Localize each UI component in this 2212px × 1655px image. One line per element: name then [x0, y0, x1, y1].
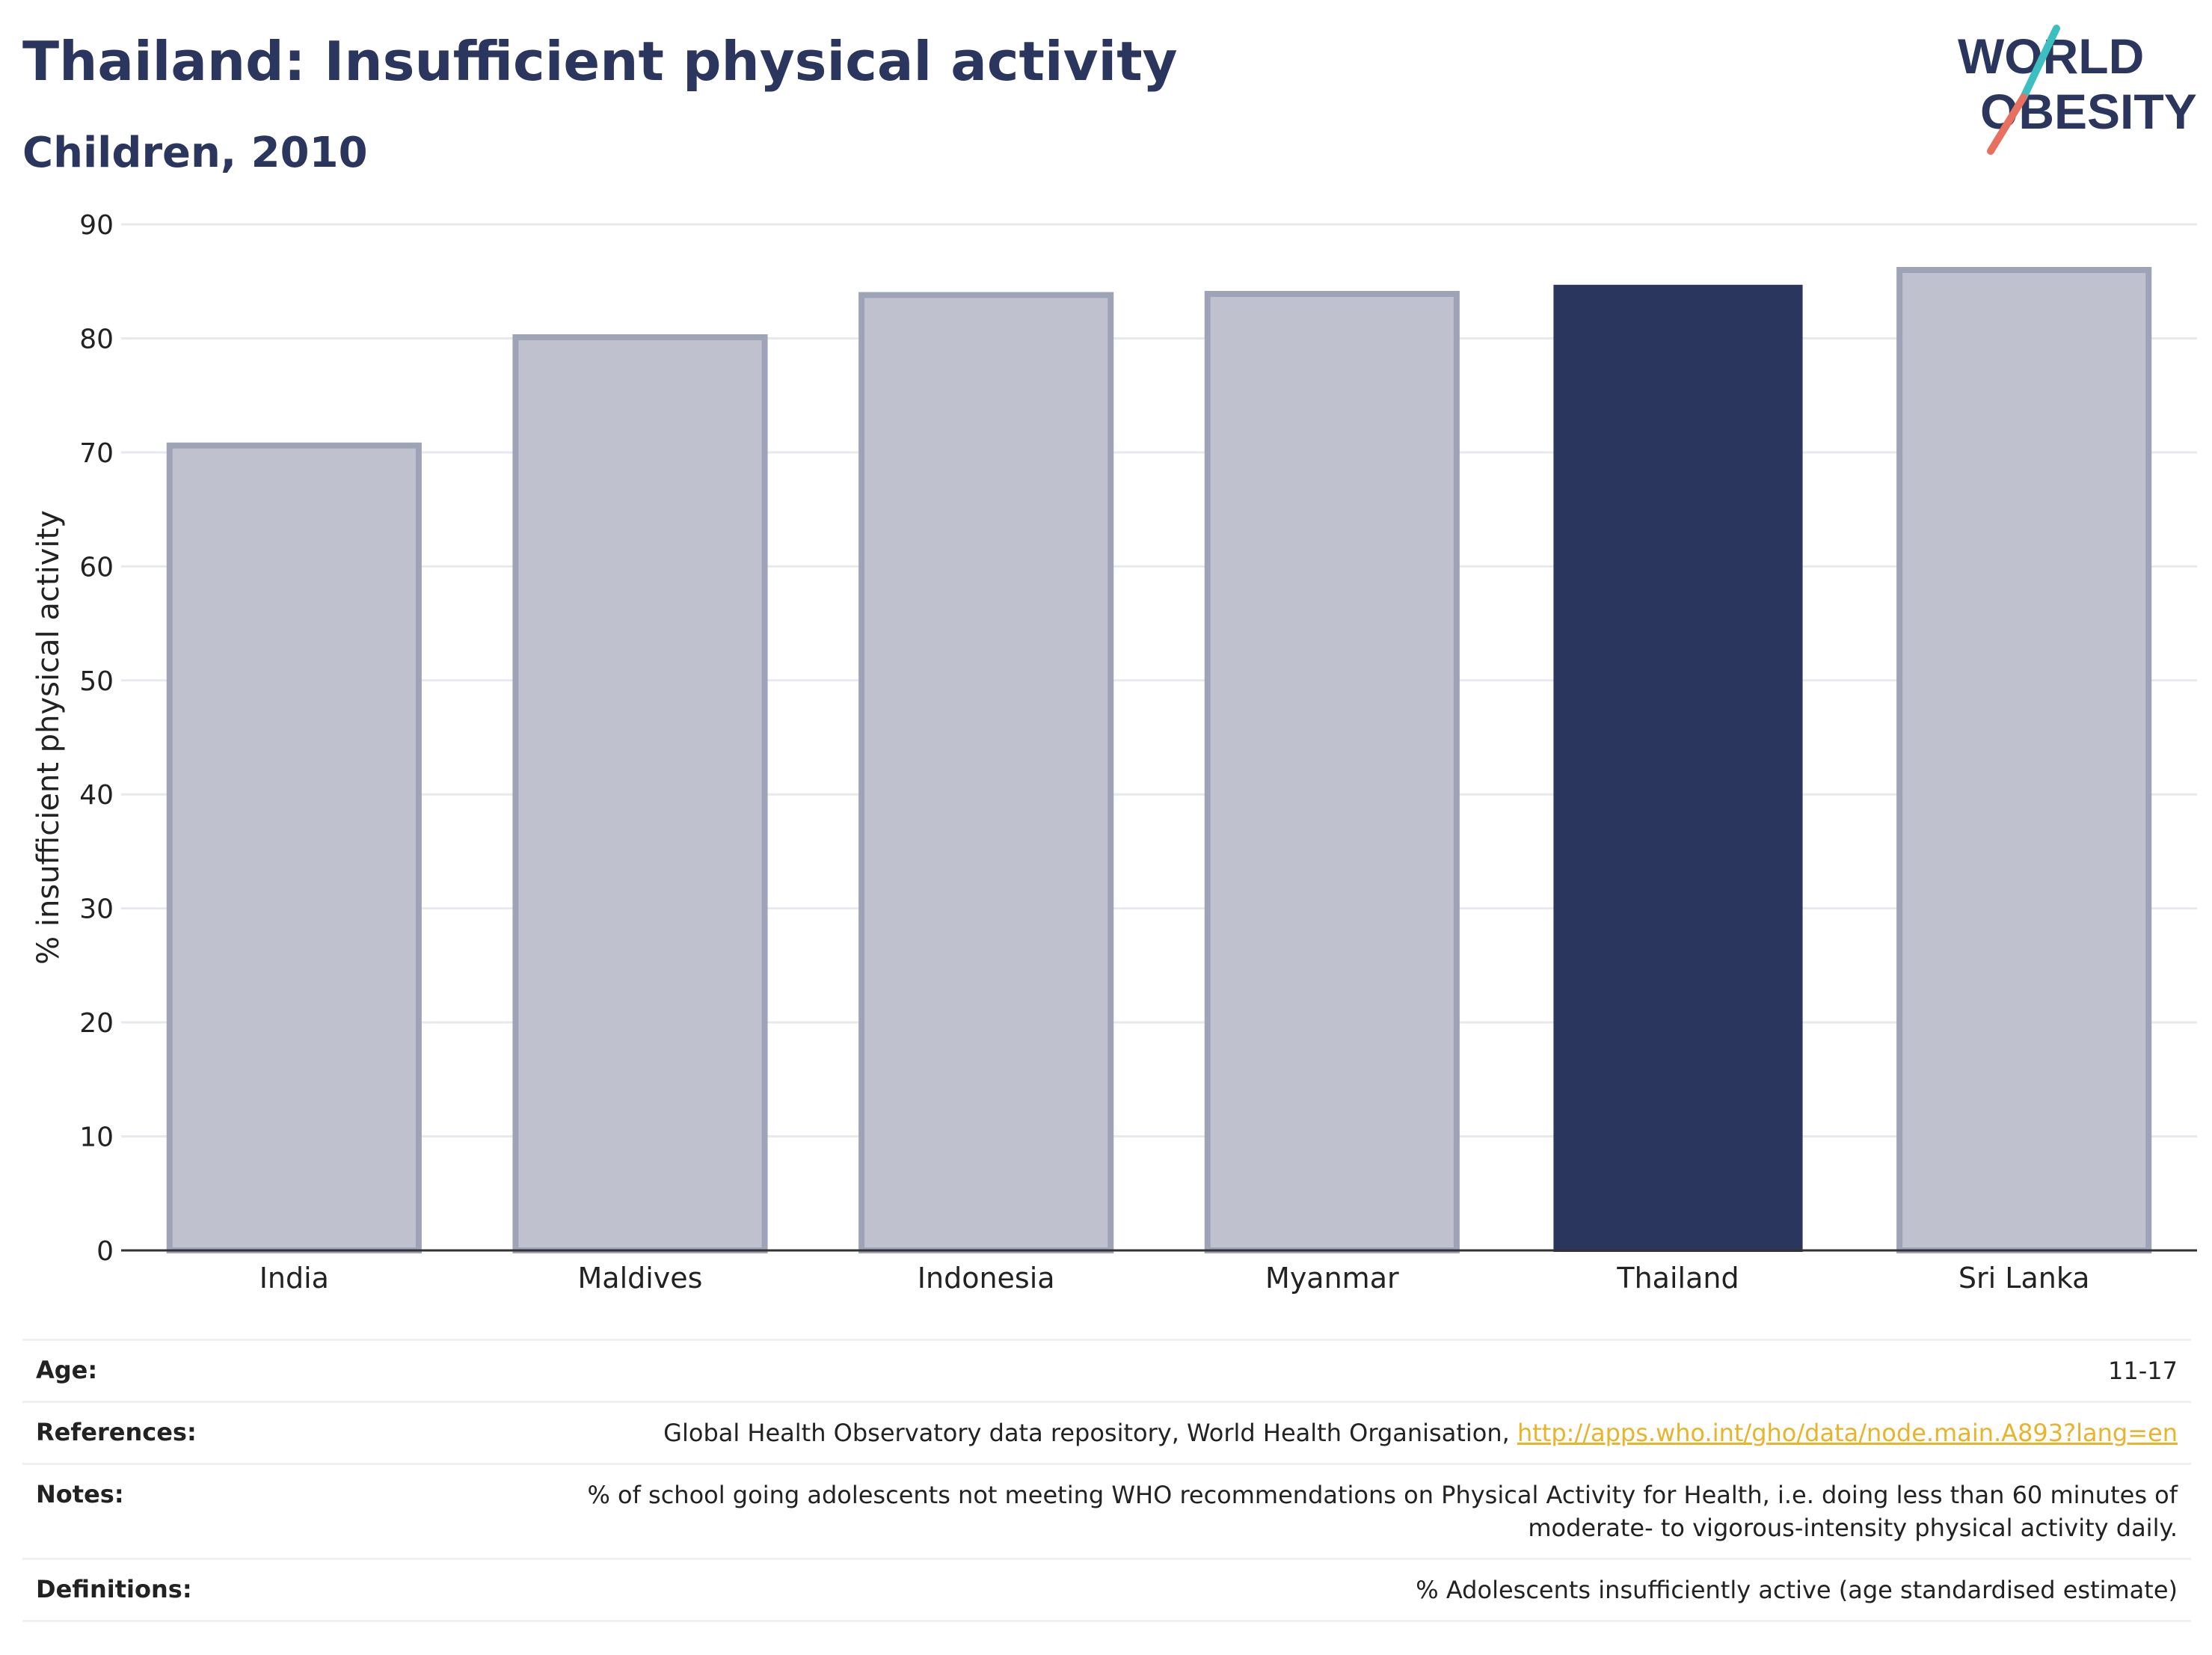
x-tick-label: Myanmar [1265, 1262, 1399, 1295]
x-tick-label: India [259, 1262, 329, 1295]
age-value: 11-17 [2108, 1357, 2178, 1385]
bar-myanmar [1204, 290, 1460, 1254]
age-label: Age: [36, 1356, 98, 1384]
bar-maldives [512, 334, 768, 1253]
references-text: Global Health Observatory data repositor… [663, 1419, 1517, 1447]
references-value: Global Health Observatory data repositor… [663, 1416, 2178, 1449]
footer-row-notes: Notes: % of school going adolescents not… [22, 1463, 2191, 1558]
bar-sri-lanka [1896, 266, 2152, 1253]
y-tick-label: 70 [79, 438, 114, 469]
notes-value: % of school going adolescents not meetin… [587, 1479, 2178, 1544]
definitions-value: % Adolescents insufficiently active (age… [1416, 1576, 2178, 1604]
x-tick-label: Indonesia [918, 1262, 1055, 1295]
notes-line-2: moderate- to vigorous-intensity physical… [1528, 1514, 2178, 1542]
references-label: References: [36, 1418, 197, 1446]
footer-row-references: References: Global Health Observatory da… [22, 1401, 2191, 1463]
references-link[interactable]: http://apps.who.int/gho/data/node.main.A… [1517, 1419, 2178, 1447]
bar-thailand [1553, 284, 1803, 1253]
y-tick-label: 50 [79, 666, 114, 697]
y-tick-label: 0 [96, 1236, 114, 1267]
x-tick-label: Thailand [1616, 1262, 1739, 1295]
y-axis-label: % insufficient physical activity [31, 510, 66, 965]
notes-line-1: % of school going adolescents not meetin… [587, 1481, 2178, 1509]
bar-india [166, 442, 422, 1254]
y-tick-label: 60 [79, 552, 114, 583]
y-tick-label: 10 [79, 1123, 114, 1153]
chart-title: Thailand: Insufficient physical activity [22, 30, 1178, 93]
y-tick-label: 30 [79, 894, 114, 925]
footer-row-age: Age: 11-17 [22, 1339, 2191, 1401]
y-tick-label: 40 [79, 780, 114, 811]
footer-table: Age: 11-17 References: Global Health Obs… [22, 1339, 2191, 1622]
bar-indonesia [858, 292, 1114, 1254]
world-obesity-logo: WORLD OBESITY [1958, 25, 2197, 155]
chart-subtitle: Children, 2010 [22, 129, 368, 177]
x-tick-label: Sri Lanka [1958, 1262, 2090, 1295]
bar-chart: 0 10 20 30 40 50 60 70 80 90 India Maldives Indonesi… [31, 210, 2197, 1295]
y-tick-label: 90 [79, 210, 114, 241]
notes-label: Notes: [36, 1480, 124, 1508]
y-tick-label: 20 [79, 1008, 114, 1039]
x-tick-label: Maldives [578, 1262, 703, 1295]
definitions-label: Definitions: [36, 1575, 192, 1603]
footer-row-definitions: Definitions: % Adolescents insufficientl… [22, 1558, 2191, 1622]
y-tick-label: 80 [79, 324, 114, 354]
